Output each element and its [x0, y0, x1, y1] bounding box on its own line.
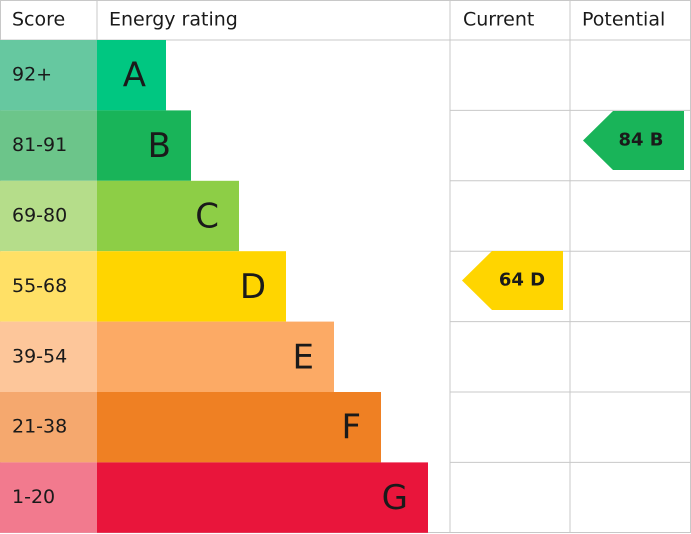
score-label: 39-54 — [12, 345, 67, 367]
score-cell — [0, 110, 97, 181]
rating-bar — [97, 321, 334, 392]
score-label: 92+ — [12, 64, 52, 86]
score-label: 1-20 — [12, 486, 55, 508]
score-label: 21-38 — [12, 416, 67, 438]
header: Score — [12, 9, 65, 31]
score-label: 55-68 — [12, 275, 67, 297]
band-letter: B — [148, 126, 171, 166]
header: Energy rating — [109, 9, 238, 31]
rating-bar — [97, 462, 428, 533]
current-arrow — [462, 251, 563, 310]
score-cell — [0, 40, 97, 111]
band-letter: A — [123, 56, 146, 96]
score-cell — [0, 462, 97, 533]
score-cell — [0, 321, 97, 392]
band-letter: F — [341, 408, 361, 448]
rating-bar — [97, 251, 286, 322]
score-cell — [0, 251, 97, 322]
rating-bar — [97, 40, 166, 111]
potential-arrow — [583, 111, 684, 170]
band-letter: G — [382, 478, 408, 518]
bands: 92+ A 81-91 B 69-80 C 55-68 D 39-54 E 21-38 F 1-20 G — [0, 40, 691, 533]
score-cell — [0, 392, 97, 463]
header: Current — [463, 9, 534, 31]
band-letter: E — [293, 337, 314, 377]
score-label: 81-91 — [12, 134, 67, 156]
score-label: 69-80 — [12, 205, 67, 227]
potential-label: 84 B — [618, 130, 663, 151]
rating-bar — [97, 392, 381, 463]
current-label: 64 D — [499, 270, 545, 291]
header: Potential — [582, 9, 665, 31]
rating-bar — [97, 110, 191, 181]
band-letter: C — [195, 197, 219, 237]
score-cell — [0, 180, 97, 252]
rating-bar — [97, 180, 239, 252]
band-letter: D — [240, 267, 266, 307]
